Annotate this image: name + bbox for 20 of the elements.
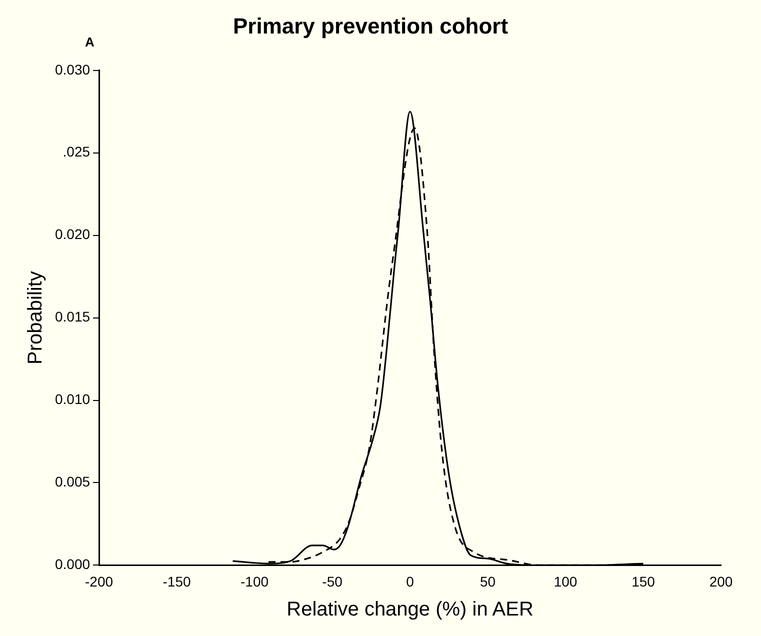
chart-title: Primary prevention cohort — [232, 13, 509, 38]
x-tick-label: -150 — [162, 573, 191, 590]
x-tick-label: 150 — [632, 573, 656, 590]
x-tick-label: -100 — [240, 573, 269, 590]
y-tick-label: .025 — [62, 144, 90, 160]
y-tick-label: 0.000 — [54, 556, 90, 572]
y-tick-label: 0.015 — [54, 308, 90, 325]
x-tick-label: -200 — [85, 573, 114, 590]
x-tick-label: 100 — [554, 573, 578, 590]
y-axis-title: Probability — [24, 271, 47, 364]
x-tick-label: 200 — [709, 573, 733, 590]
x-tick-label: 50 — [480, 573, 496, 590]
x-tick-label: 0 — [406, 573, 414, 590]
y-tick-label: 0.010 — [54, 391, 90, 408]
y-tick-label: 0.005 — [54, 474, 90, 490]
y-tick-label: 0.030 — [54, 61, 90, 78]
y-tick-label: 0.020 — [54, 226, 90, 242]
x-axis-title: Relative change (%) in AER — [286, 598, 534, 621]
text: A — [85, 34, 96, 50]
x-tick-label: -50 — [322, 573, 343, 590]
